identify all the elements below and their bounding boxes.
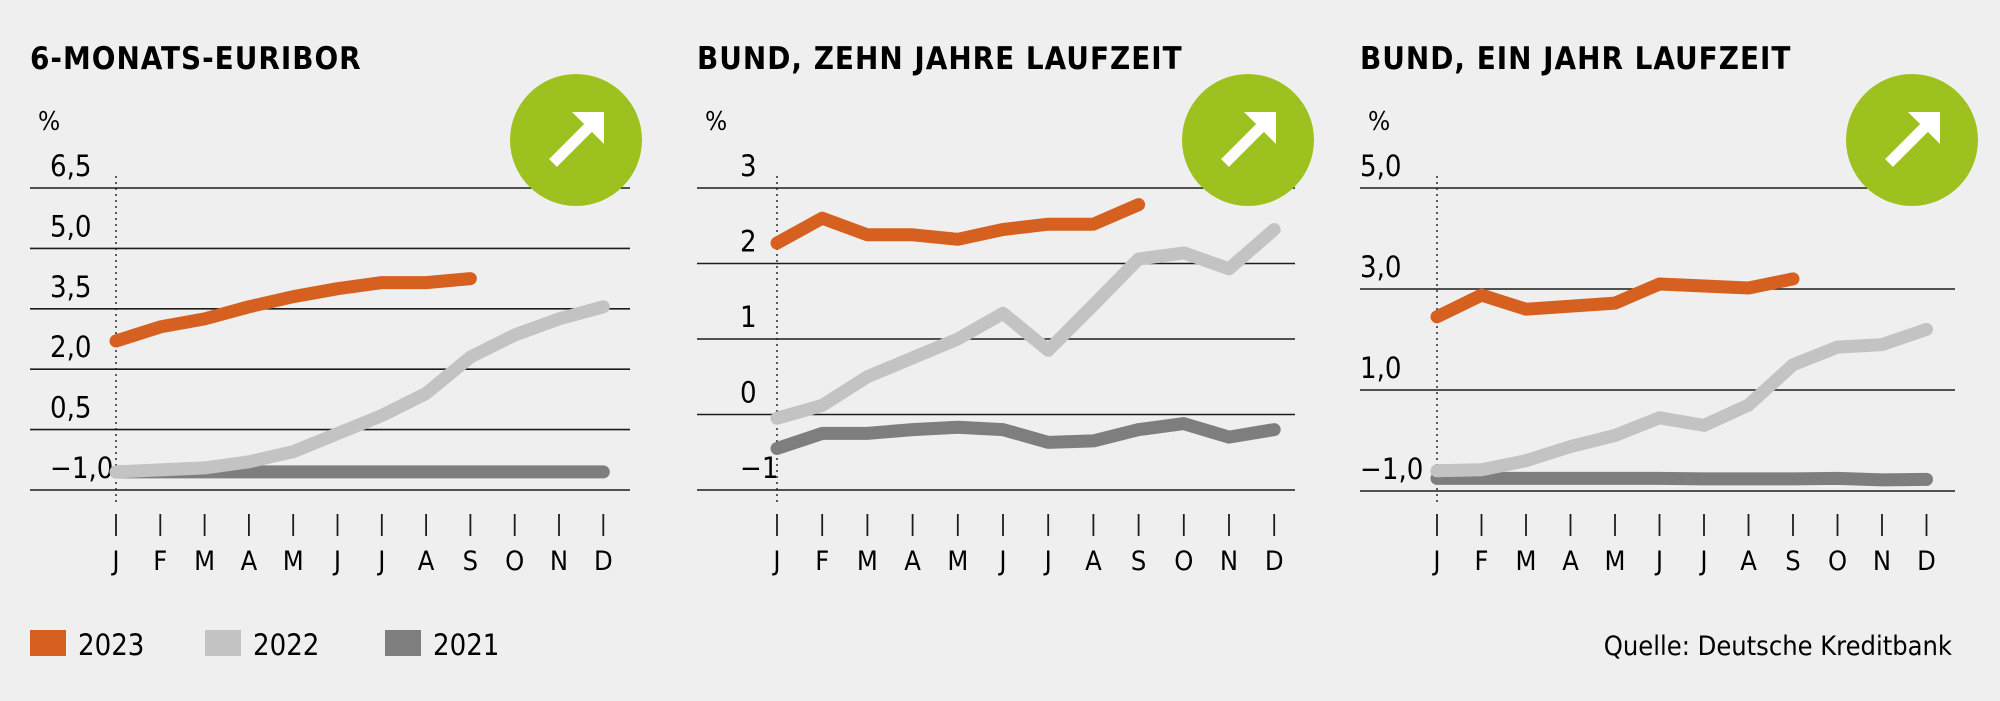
chart-panel-1: 6-MONATS-EURIBOR%−1,00,52,03,55,06,5J F M A…	[30, 41, 642, 577]
x-tick-label: F	[1475, 546, 1489, 577]
x-tick-label: O	[1828, 546, 1847, 577]
series-line-2023	[770, 198, 1146, 250]
source-note: Quelle: Deutsche Kreditbank	[1604, 631, 1952, 662]
x-tick-label: J	[110, 546, 119, 577]
x-tick-label: J	[1698, 546, 1707, 577]
y-axis-unit: %	[705, 107, 727, 137]
x-tick-label: A	[418, 546, 435, 577]
x-tick-label: N	[550, 546, 568, 577]
x-tick-label: N	[1873, 546, 1891, 577]
x-tick-label: M	[1516, 546, 1537, 577]
chart-title: BUND, EIN JAHR LAUFZEIT	[1360, 41, 1791, 77]
arrow-head	[1244, 112, 1276, 144]
x-tick-label: M	[194, 546, 215, 577]
series-line-2022	[109, 300, 610, 479]
chart-title: BUND, ZEHN JAHRE LAUFZEIT	[697, 41, 1183, 77]
series-line-2021	[770, 417, 1281, 455]
x-tick-label: A	[1740, 546, 1757, 577]
y-tick-label: 1	[740, 300, 757, 334]
y-tick-label: 0	[740, 376, 757, 410]
legend-label: 2021	[433, 628, 499, 662]
y-tick-label: −1,0	[1360, 452, 1423, 486]
x-tick-label: J	[771, 546, 780, 577]
y-axis-unit: %	[1368, 107, 1390, 137]
x-tick-label: A	[241, 546, 258, 577]
y-tick-label: 2,0	[50, 330, 91, 364]
legend-label: 2023	[78, 628, 144, 662]
x-tick-label: J	[1654, 546, 1663, 577]
arrow-up-right-icon	[549, 120, 596, 167]
y-axis-unit: %	[38, 107, 60, 137]
x-tick-label: D	[1265, 546, 1284, 577]
x-tick-label: J	[1431, 546, 1440, 577]
chart-panel-3: BUND, EIN JAHR LAUFZEIT%−1,01,03,05,0J F M…	[1360, 41, 1978, 577]
series-line-2021	[1430, 471, 1933, 487]
trend-badge	[1846, 74, 1978, 206]
y-tick-label: 3,5	[50, 270, 91, 304]
arrow-head	[1908, 112, 1940, 144]
series-line-2022	[770, 223, 1281, 425]
y-tick-label: −1	[740, 451, 778, 485]
x-tick-label: S	[463, 546, 478, 577]
x-tick-label: D	[594, 546, 613, 577]
legend-swatch	[205, 630, 241, 656]
x-tick-label: M	[283, 546, 304, 577]
y-tick-label: 3,0	[1360, 250, 1401, 284]
x-tick-label: F	[815, 546, 829, 577]
x-tick-label: J	[1043, 546, 1052, 577]
x-tick-label: J	[376, 546, 385, 577]
chart-title: 6-MONATS-EURIBOR	[30, 41, 362, 77]
y-tick-label: 2	[740, 225, 757, 259]
x-tick-label: A	[1085, 546, 1102, 577]
legend-swatch	[30, 630, 66, 656]
y-tick-label: 0,5	[50, 391, 91, 425]
legend-item-2023: 2023	[30, 628, 144, 662]
x-tick-label: A	[904, 546, 921, 577]
x-tick-label: O	[505, 546, 524, 577]
x-tick-label: M	[947, 546, 968, 577]
x-tick-label: F	[153, 546, 167, 577]
x-tick-label: M	[1605, 546, 1626, 577]
x-tick-label: M	[857, 546, 878, 577]
arrow-up-right-icon	[1885, 120, 1932, 167]
series-line-2023	[109, 272, 477, 348]
legend-item-2022: 2022	[205, 628, 319, 662]
y-tick-label: −1,0	[50, 451, 113, 485]
x-tick-label: S	[1131, 546, 1146, 577]
legend-swatch	[385, 630, 421, 656]
x-tick-label: N	[1220, 546, 1238, 577]
arrow-head	[572, 112, 604, 144]
x-tick-label: J	[332, 546, 341, 577]
trend-badge	[510, 74, 642, 206]
trend-badge	[1182, 74, 1314, 206]
x-tick-label: S	[1785, 546, 1800, 577]
y-tick-label: 5,0	[50, 209, 91, 243]
x-tick-label: J	[997, 546, 1006, 577]
series-line-2022	[1430, 322, 1933, 478]
x-tick-label: O	[1174, 546, 1193, 577]
y-tick-label: 3	[740, 149, 757, 183]
legend-item-2021: 2021	[385, 628, 499, 662]
arrow-up-right-icon	[1221, 120, 1268, 167]
legend-label: 2022	[253, 628, 319, 662]
x-tick-label: A	[1562, 546, 1579, 577]
series-line-2023	[1430, 272, 1800, 324]
y-tick-label: 6,5	[50, 149, 91, 183]
y-tick-label: 1,0	[1360, 351, 1401, 385]
x-tick-label: D	[1917, 546, 1936, 577]
y-tick-label: 5,0	[1360, 149, 1401, 183]
